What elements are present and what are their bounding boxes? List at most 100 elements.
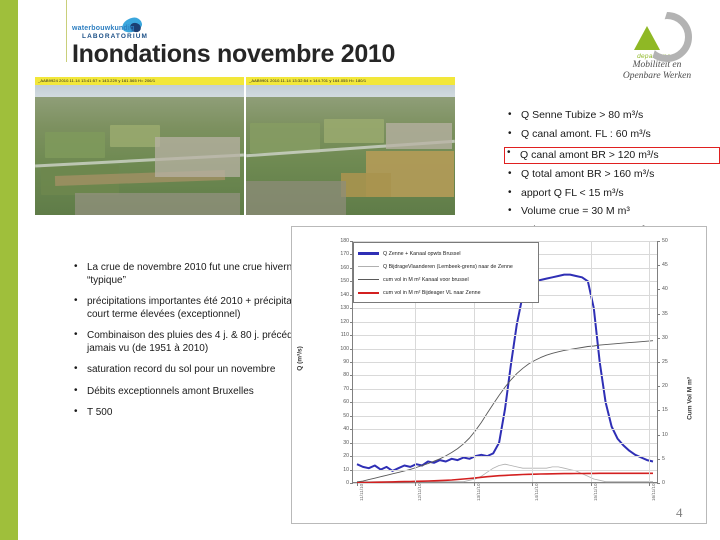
chart-y2-tick-mark [657,313,660,315]
chart-legend-label: cum vol in M m² Kanaal voor brussel [383,276,469,283]
chart-y2-tick: 30 [662,334,668,341]
photo-caption: _AAB9901 2010.11.14 13:32:54 x 144.701 y… [246,77,455,85]
chart-y2-tick: 50 [662,238,668,244]
figure-list-item: Q total amont BR > 160 m³/s [506,168,720,180]
photo-field [45,132,105,158]
waterbouwkundig-laboratorium-logo: waterbouwkundig LABORATORIUM [72,16,162,46]
left-accent-bar [0,0,18,540]
chart-y2-tick: 20 [662,383,668,390]
chart-x-tick-mark [532,483,534,486]
page-number: 4 [676,505,683,520]
chart-legend-swatch [358,266,379,267]
chart-y-tick: 130 [340,305,349,312]
chart-legend-item: cum vol in M m² Bijdeager VL naar Zenne [358,286,538,299]
chart-y-tick: 60 [343,399,349,406]
mow-triangle-icon [634,26,660,50]
chart-gridline-vertical [649,241,650,482]
logo-mow-line1: Mobiliteit en [632,60,682,70]
analysis-list-item: T 500 [70,406,335,420]
chart-x-tick-mark [649,483,650,486]
chart-y2-tick-mark [657,434,660,436]
chart-gridline [353,362,657,363]
chart-y-tick-mark [350,362,353,363]
figure-list-item: apport Q FL < 15 m³/s [506,187,720,199]
chart-y2-tick: 10 [662,431,668,438]
chart-y2-tick-mark [657,265,660,267]
chart-y-tick: 90 [343,359,349,365]
chart-y2-tick-mark [657,241,660,242]
chart-gridline [353,241,657,242]
flood-analysis-list: La crue de novembre 2010 fut une crue hi… [30,261,335,429]
mow-logo-mark-icon [634,12,692,62]
chart-y-tick-mark [350,281,353,283]
chart-gridline-vertical [590,241,592,482]
chart-y-tick-mark [350,348,353,350]
chart-legend-swatch [358,291,379,294]
chart-y-tick: 110 [340,332,349,339]
chart-y-tick-mark [350,375,353,377]
chart-y-tick-mark [350,241,353,242]
chart-gridline [353,402,657,404]
departement-mow-logo: departement Mobiliteit en Openbare Werke… [602,12,712,90]
figure-list-item: Q Senne Tubize > 80 m³/s [506,109,720,121]
chart-y2-axis-label: Cum Vol M m³ [686,377,694,420]
chart-y-tick: 20 [343,453,349,460]
chart-gridline [353,442,657,444]
chart-y-tick: 70 [343,385,349,392]
chart-y-tick-mark [350,388,353,390]
chart-gridline [353,321,657,323]
photo-town [75,193,240,215]
chart-legend-label: Q Zenne + Kanaal opwts Brussel [383,250,461,257]
chart-y-tick-mark [350,335,353,337]
chart-y-tick: 10 [343,466,349,473]
hydrology-figures-list: Q Senne Tubize > 80 m³/s Q canal amont. F… [466,109,720,243]
chart-gridline [353,456,657,458]
chart-y2-tick: 25 [662,359,668,365]
analysis-list-item: Débits exceptionnels amont Bruxelles [70,385,335,399]
chart-y-tick-mark [350,456,353,458]
chart-series-line [356,472,653,483]
chart-y-tick: 40 [343,426,349,433]
photo-field [250,123,320,153]
chart-y2-tick-mark [657,289,660,291]
chart-y-tick: 50 [343,412,349,419]
aerial-photo-left: _AAB9924 2010.11.14 13:41:57 x 143.229 y… [35,77,244,215]
chart-legend-item: cum vol in M m² Kanaal voor brussel [358,273,538,286]
mow-ring-icon [651,12,692,62]
chart-y-axis-label: Q (m³/s) [296,346,304,371]
chart-y2-tick: 45 [662,262,668,269]
chart-x-tick-mark [590,483,592,486]
chart-x-tick-mark [357,483,358,486]
photo-flooded-area [341,173,391,197]
chart-y-tick: 120 [340,318,349,325]
chart-gridline [353,469,657,471]
chart-y-tick: 170 [340,251,349,258]
chart-legend-item: Q BijdrageVlaanderen (Lembeek-grens) naa… [358,260,538,273]
figure-list-item: Q canal amont. FL : 60 m³/s [506,128,720,140]
logo-mow-line2: Openbare Werken [622,71,692,81]
chart-series-line [356,273,654,472]
analysis-list-item: La crue de novembre 2010 fut une crue hi… [70,261,335,287]
chart-y-tick-mark [350,442,353,444]
chart-x-tick: 13/11/10 [475,483,481,501]
chart-legend-label: Q BijdrageVlaanderen (Lembeek-grens) naa… [383,263,513,270]
chart-y-tick-mark [350,415,353,417]
chart-y-tick: 80 [343,372,349,379]
chart-y-tick-mark [350,469,353,471]
chart-legend: Q Zenne + Kanaal opwts Brussel Q Bijdrage… [353,242,539,303]
chart-y2-tick-mark [657,362,660,363]
logo-line2: LABORATORIUM [82,33,149,40]
chart-y-tick-mark [350,254,353,256]
chart-y-tick: 0 [346,480,349,486]
chart-gridline [353,308,657,310]
chart-y-tick-mark [350,483,353,484]
chart-legend-swatch [358,279,379,280]
chart-y2-tick-mark [657,410,660,412]
analysis-list-item: précipitations importantes été 2010 + pr… [70,295,335,321]
chart-y-tick-mark [350,402,353,404]
chart-gridline [353,348,657,350]
chart-y2-tick-mark [657,458,660,460]
analysis-list-item: Combinaison des pluies des 4 j. & 80 j. … [70,329,335,355]
chart-legend-item: Q Zenne + Kanaal opwts Brussel [358,247,538,260]
